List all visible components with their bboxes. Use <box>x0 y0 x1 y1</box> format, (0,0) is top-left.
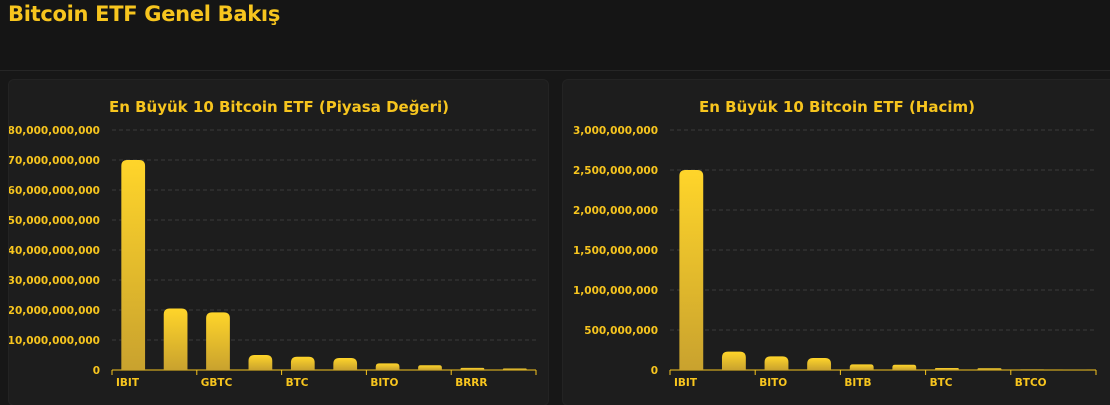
market-cap-x-tick-label: BITO <box>370 377 398 389</box>
volume-y-tick-label: 1,500,000,000 <box>573 245 658 257</box>
market-cap-y-tick-label: 60,000,000,000 <box>9 185 100 197</box>
volume-bar[interactable] <box>934 368 959 370</box>
market-cap-y-tick-label: 30,000,000,000 <box>9 275 100 287</box>
market-cap-x-tick-label: BRRR <box>455 377 487 389</box>
volume-y-tick-label: 1,000,000,000 <box>573 285 658 297</box>
market-cap-bar[interactable] <box>460 367 485 370</box>
volume-bar[interactable] <box>679 170 704 370</box>
charts-area: En Büyük 10 Bitcoin ETF (Piyasa Değeri) 0… <box>0 70 1110 405</box>
volume-y-tick-label: 500,000,000 <box>584 325 658 337</box>
market-cap-bar[interactable] <box>163 308 188 371</box>
volume-bar-chart: En Büyük 10 Bitcoin ETF (Hacim) 0 500,000,… <box>573 98 1097 389</box>
market-cap-bar-chart: En Büyük 10 Bitcoin ETF (Piyasa Değeri) 0… <box>9 98 537 389</box>
volume-x-tick-label: BTCO <box>1015 377 1047 389</box>
volume-y-tick-label: 0 <box>651 365 658 377</box>
volume-y-tick-label: 2,500,000,000 <box>573 165 658 177</box>
volume-bar[interactable] <box>721 351 746 370</box>
market-cap-x-tick-label: BTC <box>286 377 309 389</box>
market-cap-bar[interactable] <box>206 312 230 370</box>
market-cap-y-tick-label: 40,000,000,000 <box>9 245 100 257</box>
volume-bar[interactable] <box>849 364 874 370</box>
market-cap-bar[interactable] <box>333 358 358 370</box>
market-cap-bar[interactable] <box>121 160 146 370</box>
page-title: Bitcoin ETF Genel Bakış <box>8 2 281 26</box>
volume-y-tick-label: 3,000,000,000 <box>573 125 658 137</box>
market-cap-bar[interactable] <box>502 368 527 371</box>
market-cap-y-tick-label: 70,000,000,000 <box>9 155 100 167</box>
market-cap-y-tick-label: 80,000,000,000 <box>9 125 100 137</box>
market-cap-bar[interactable] <box>290 356 315 370</box>
volume-chart-panel: En Büyük 10 Bitcoin ETF (Hacim) 0 500,000,… <box>562 79 1110 405</box>
market-cap-bar[interactable] <box>248 355 273 370</box>
market-cap-chart-title: En Büyük 10 Bitcoin ETF (Piyasa Değeri) <box>109 98 449 116</box>
market-cap-bar[interactable] <box>375 363 400 370</box>
volume-bar[interactable] <box>807 358 832 370</box>
volume-y-tick-label: 2,000,000,000 <box>573 205 658 217</box>
market-cap-y-tick-label: 10,000,000,000 <box>9 335 100 347</box>
volume-x-tick-label: BITO <box>759 377 787 389</box>
volume-bar[interactable] <box>977 368 1002 370</box>
market-cap-y-tick-label: 50,000,000,000 <box>9 215 100 227</box>
market-cap-bar[interactable] <box>418 365 442 370</box>
market-cap-chart-panel: En Büyük 10 Bitcoin ETF (Piyasa Değeri) 0… <box>8 79 549 405</box>
volume-x-tick-label: BTC <box>930 377 953 389</box>
volume-bar[interactable] <box>1020 369 1045 370</box>
volume-x-tick-label: BITB <box>844 377 871 389</box>
market-cap-x-tick-label: IBIT <box>116 377 140 389</box>
market-cap-y-tick-label: 20,000,000,000 <box>9 305 100 317</box>
volume-bar[interactable] <box>892 364 917 370</box>
volume-bar[interactable] <box>764 356 789 370</box>
volume-chart-title: En Büyük 10 Bitcoin ETF (Hacim) <box>699 98 975 116</box>
market-cap-y-tick-label: 0 <box>93 365 100 377</box>
volume-x-tick-label: IBIT <box>674 377 698 389</box>
market-cap-x-tick-label: GBTC <box>201 377 233 389</box>
